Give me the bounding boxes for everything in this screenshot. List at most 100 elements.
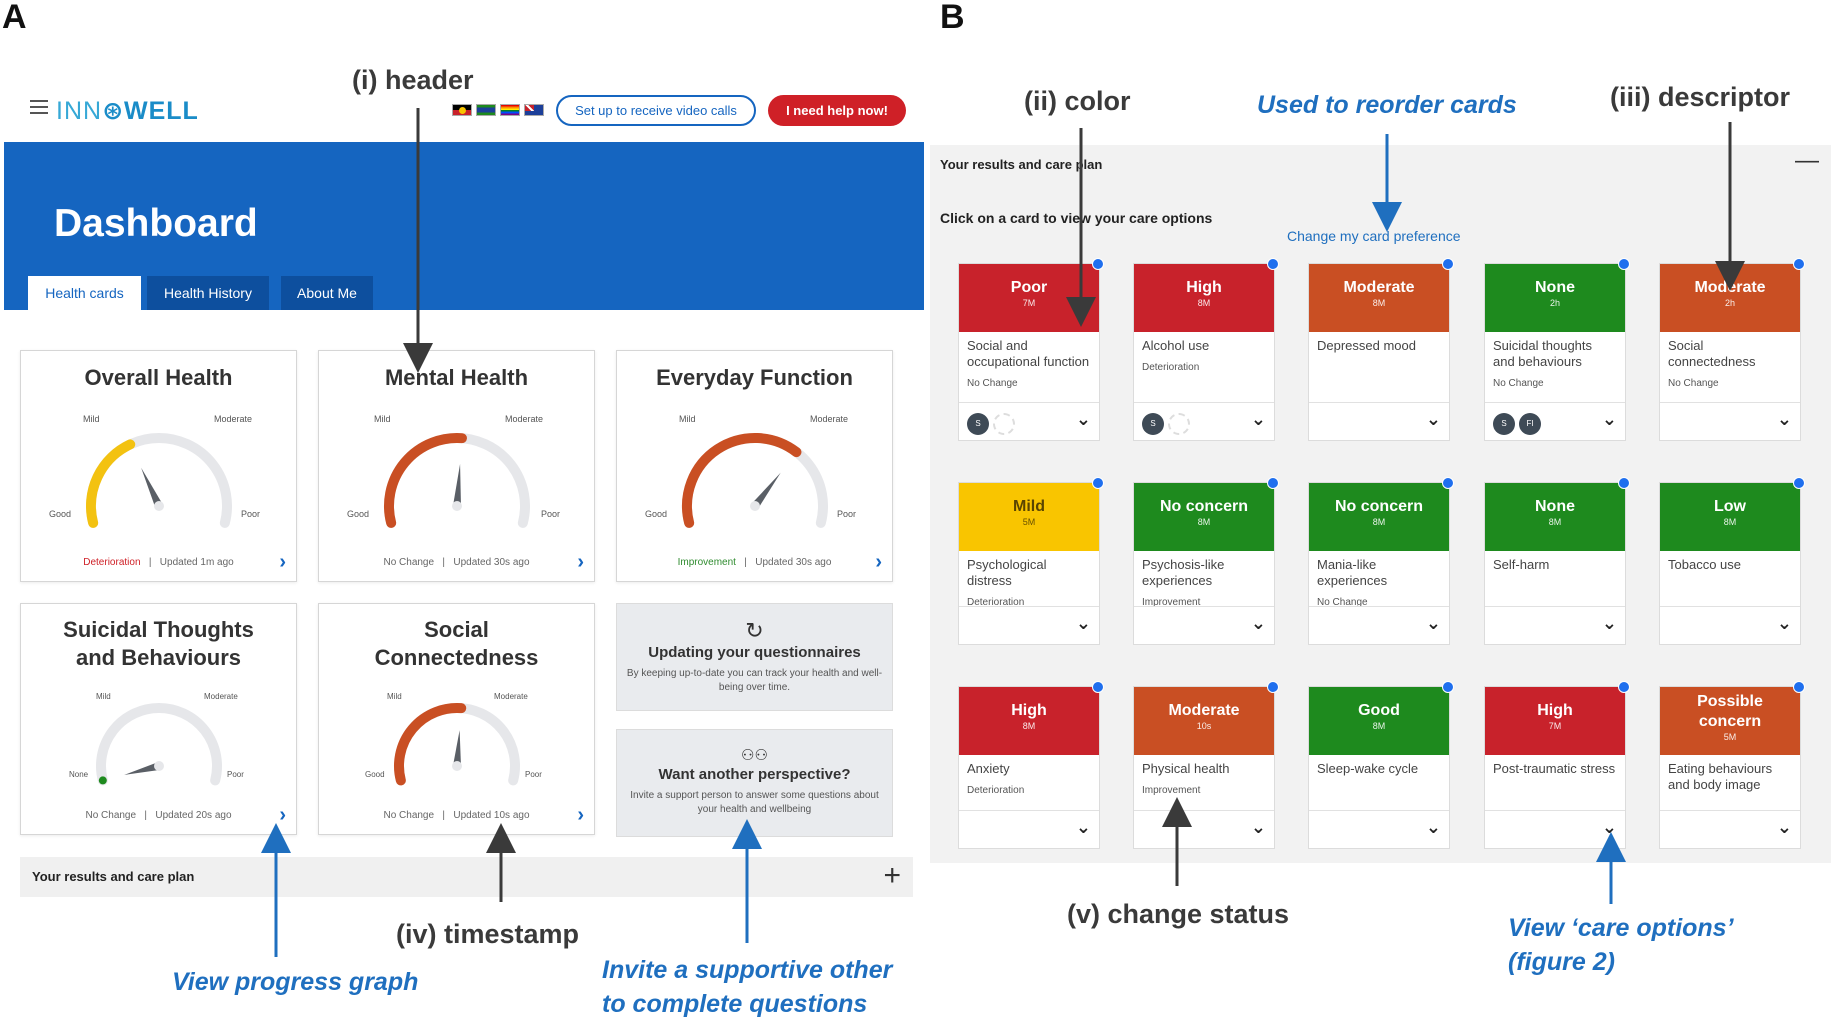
chevron-down-icon[interactable]: ⌄: [1075, 613, 1091, 633]
result-card[interactable]: Possible concern 5M Eating behaviours and …: [1659, 681, 1805, 849]
chevron-down-icon[interactable]: ⌄: [1425, 613, 1441, 633]
aboriginal-flag-icon[interactable]: [452, 104, 472, 116]
result-card[interactable]: Mild 5M Psychological distress Deterioratio…: [958, 477, 1104, 645]
result-card[interactable]: None 2h Suicidal thoughts and behaviours No…: [1484, 258, 1630, 441]
chevron-down-icon[interactable]: ⌄: [1250, 613, 1266, 633]
reorder-handle-icon[interactable]: [1793, 258, 1805, 270]
avatar: [993, 413, 1015, 435]
reorder-handle-icon[interactable]: [1793, 681, 1805, 693]
chevron-down-icon[interactable]: ⌄: [1075, 817, 1091, 837]
chevron-right-icon[interactable]: ›: [279, 804, 286, 826]
card-descriptor: Alcohol use: [1142, 338, 1210, 353]
reorder-handle-icon[interactable]: [1618, 258, 1630, 270]
video-calls-button[interactable]: Set up to receive video calls: [556, 95, 756, 126]
chevron-down-icon[interactable]: ⌄: [1601, 613, 1617, 633]
menu-icon[interactable]: [30, 100, 48, 114]
gauge-label-poor: Poor: [541, 509, 561, 519]
gauge-label-good: Good: [347, 509, 370, 519]
expand-plus-icon[interactable]: +: [883, 859, 901, 892]
chevron-right-icon[interactable]: ›: [279, 551, 286, 573]
result-card[interactable]: High 7M Post-traumatic stress ⌄: [1484, 681, 1630, 849]
suicidal-thoughts-card[interactable]: Suicidal Thoughts and Behaviours Mild Mo…: [20, 603, 297, 835]
reorder-handle-icon[interactable]: [1618, 681, 1630, 693]
chevron-down-icon[interactable]: ⌄: [1601, 409, 1617, 429]
logo-bold: WELL: [124, 97, 199, 125]
everyday-function-card[interactable]: Everyday Function Mild Moderate Good Poo…: [616, 350, 893, 582]
reorder-handle-icon[interactable]: [1442, 258, 1454, 270]
result-card[interactable]: No concern 8M Psychosis-like experiences Im…: [1133, 477, 1279, 645]
results-label: Your results and care plan: [32, 869, 195, 884]
rainbow-flag-icon[interactable]: [500, 104, 520, 116]
tab-about-me[interactable]: About Me: [281, 276, 373, 310]
update-questionnaires-card[interactable]: ↻ Updating your questionnaires By keepin…: [616, 603, 893, 711]
result-card[interactable]: Moderate 10s Physical health Improvement ⌄: [1133, 681, 1279, 849]
chevron-down-icon[interactable]: ⌄: [1776, 613, 1792, 633]
reorder-handle-icon[interactable]: [1267, 258, 1279, 270]
reorder-handle-icon[interactable]: [1793, 477, 1805, 489]
card-age: 8M: [1197, 517, 1211, 527]
chevron-down-icon[interactable]: ⌄: [1601, 817, 1617, 837]
mental-health-card[interactable]: Mental Health Mild Moderate Good Poor No…: [318, 350, 595, 582]
reorder-handle-icon[interactable]: [1092, 258, 1104, 270]
card-footer: ⌄: [1660, 402, 1800, 440]
chevron-right-icon[interactable]: ›: [577, 804, 584, 826]
social-connectedness-card[interactable]: Social Connectedness Mild Moderate Good …: [318, 603, 595, 835]
card-age: 10s: [1196, 721, 1212, 731]
card-body: Alcohol use Deterioration: [1134, 332, 1274, 379]
reorder-handle-icon[interactable]: [1267, 477, 1279, 489]
card-footer: ⌄: [1134, 810, 1274, 848]
card-level: None: [1535, 498, 1575, 515]
help-now-button[interactable]: I need help now!: [768, 95, 906, 126]
gauge-fill: [86, 439, 136, 528]
collapse-minus-icon[interactable]: —: [1795, 147, 1819, 174]
chevron-right-icon[interactable]: ›: [875, 551, 882, 573]
chevron-down-icon[interactable]: ⌄: [1425, 409, 1441, 429]
result-card[interactable]: No concern 8M Mania-like experiences No Cha…: [1308, 477, 1454, 645]
torres-strait-flag-icon[interactable]: [476, 104, 496, 116]
reorder-handle-icon[interactable]: [1618, 477, 1630, 489]
change-card-preference-link[interactable]: Change my card preference: [1287, 228, 1461, 244]
result-card[interactable]: Good 8M Sleep-wake cycle ⌄: [1308, 681, 1454, 849]
result-card[interactable]: High 8M Alcohol use Deterioration S ⌄: [1133, 258, 1279, 441]
gauge-label-moderate: Moderate: [505, 414, 544, 424]
results-care-plan-bar[interactable]: Your results and care plan +: [20, 857, 913, 897]
chevron-down-icon[interactable]: ⌄: [1776, 817, 1792, 837]
another-perspective-card[interactable]: ⚇⚇ Want another perspective? Invite a su…: [616, 729, 893, 837]
result-card[interactable]: High 8M Anxiety Deterioration ⌄: [958, 681, 1104, 849]
panel-title: Your results and care plan: [940, 157, 1103, 172]
card-footer: No Change | Updated 10s ago: [383, 810, 530, 821]
card-level: High: [1186, 279, 1222, 296]
card-descriptor: Mania-like experiences: [1317, 557, 1388, 588]
australia-flag-icon[interactable]: [524, 104, 544, 116]
card-body: Social connectedness No Change: [1660, 332, 1800, 395]
tab-health-cards[interactable]: Health cards: [28, 276, 141, 310]
result-card[interactable]: Poor 7M Social and occupational function No…: [958, 258, 1104, 441]
card-descriptor: Psychosis-like experiences: [1142, 557, 1225, 588]
chevron-down-icon[interactable]: ⌄: [1250, 817, 1266, 837]
result-card[interactable]: Low 8M Tobacco use ⌄: [1659, 477, 1805, 645]
reorder-handle-icon[interactable]: [1442, 681, 1454, 693]
reorder-handle-icon[interactable]: [1267, 681, 1279, 693]
card-age: 8M: [1372, 517, 1386, 527]
result-card[interactable]: Moderate 2h Social connectedness No Change ⌄: [1659, 258, 1805, 441]
chevron-down-icon[interactable]: ⌄: [1250, 409, 1266, 429]
reorder-handle-icon[interactable]: [1092, 477, 1104, 489]
reorder-handle-icon[interactable]: [1092, 681, 1104, 693]
chevron-right-icon[interactable]: ›: [577, 551, 584, 573]
chevron-down-icon[interactable]: ⌄: [1776, 409, 1792, 429]
reorder-handle-icon[interactable]: [1442, 477, 1454, 489]
overall-health-card[interactable]: Overall Health Mild Moderate Good Poor D…: [20, 350, 297, 582]
info-title: Updating your questionnaires: [648, 644, 861, 661]
card-age: 8M: [1548, 517, 1562, 527]
tab-health-history[interactable]: Health History: [147, 276, 269, 310]
card-change-status: No Change: [1493, 378, 1544, 389]
chevron-down-icon[interactable]: ⌄: [1075, 409, 1091, 429]
result-card[interactable]: Moderate 8M Depressed mood ⌄: [1308, 258, 1454, 441]
gauge-label-mild: Mild: [96, 692, 111, 701]
card-color-header: High 8M: [1134, 258, 1279, 332]
avatar: FI: [1519, 413, 1541, 435]
chevron-down-icon[interactable]: ⌄: [1425, 817, 1441, 837]
gauge-label-poor: Poor: [837, 509, 857, 519]
card-body: Post-traumatic stress: [1485, 755, 1625, 783]
result-card[interactable]: None 8M Self-harm ⌄: [1484, 477, 1630, 645]
